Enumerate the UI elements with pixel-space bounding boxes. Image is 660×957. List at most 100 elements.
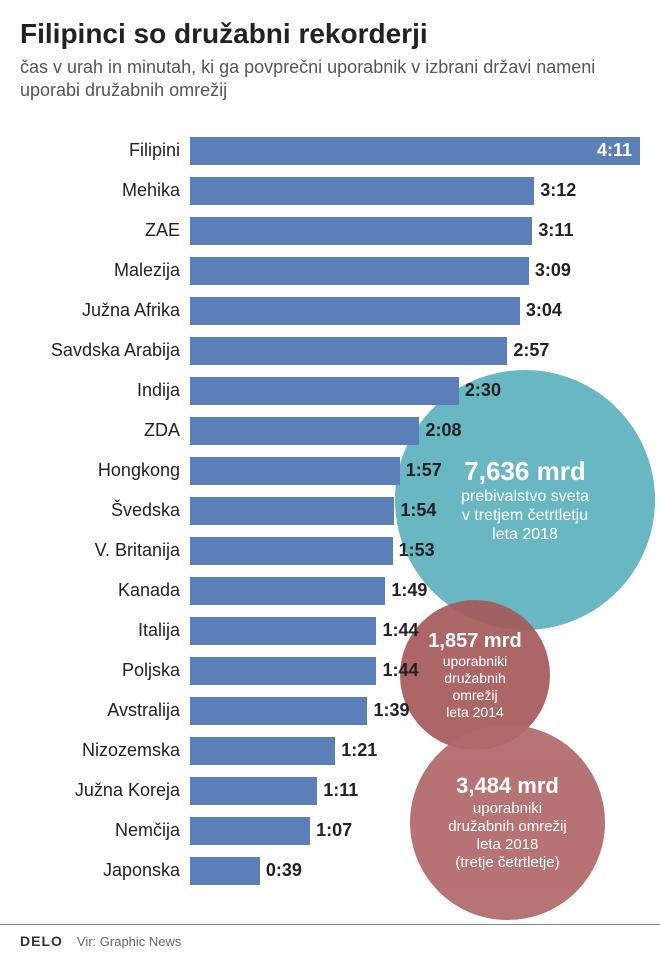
bar-wrap: 1:44 [190,617,640,645]
country-label: V. Britanija [20,540,190,561]
bar-value: 4:11 [597,140,632,161]
bar [190,577,385,605]
bar-value: 3:12 [540,180,576,201]
bar-wrap: 0:39 [190,857,640,885]
bar [190,697,367,725]
footer: DELO Vir: Graphic News [0,924,660,957]
bar-row: Japonska 0:39 [20,851,640,891]
bar-wrap: 3:12 [190,177,640,205]
bar-value: 1:07 [316,820,352,841]
bar [190,177,534,205]
bar-value: 1:53 [399,540,435,561]
bar-value: 1:57 [406,460,442,481]
bar-value: 1:39 [373,700,409,721]
country-label: Italija [20,620,190,641]
bar-row: Italija 1:44 [20,611,640,651]
bar-wrap: 2:57 [190,337,640,365]
bar-row: ZAE 3:11 [20,211,640,251]
bar-wrap: 1:57 [190,457,640,485]
bar-wrap: 2:30 [190,377,640,405]
country-label: Južna Koreja [20,780,190,801]
bar-row: Indija 2:30 [20,371,640,411]
bar-wrap: 3:11 [190,217,640,245]
country-label: Mehika [20,180,190,201]
chart-subtitle: čas v urah in minutah, ki ga povprečni u… [20,56,640,103]
bar-row: Nemčija 1:07 [20,811,640,851]
bar-value: 2:57 [513,340,549,361]
bar-wrap: 1:07 [190,817,640,845]
bar-wrap: 1:44 [190,657,640,685]
bar [190,857,260,885]
bar [190,777,317,805]
bar [190,657,376,685]
bar-value: 1:44 [382,660,418,681]
bar-row: Poljska 1:44 [20,651,640,691]
bar-value: 1:21 [341,740,377,761]
bar [190,537,393,565]
bar-row: Nizozemska 1:21 [20,731,640,771]
bar-row: Mehika 3:12 [20,171,640,211]
bar-wrap: 1:49 [190,577,640,605]
bar [190,417,419,445]
bar-row: Malezija 3:09 [20,251,640,291]
bar [190,497,394,525]
bar-row: Južna Afrika 3:04 [20,291,640,331]
country-label: Avstralija [20,700,190,721]
country-label: Nemčija [20,820,190,841]
chart-title: Filipinci so družabni rekorderji [20,18,640,50]
bar-wrap: 1:54 [190,497,640,525]
country-label: Indija [20,380,190,401]
country-label: Poljska [20,660,190,681]
bar-value: 1:49 [391,580,427,601]
bar-chart: Filipini 4:11 Mehika 3:12 ZAE 3:11 Malezija 3:0… [20,131,640,891]
bar-wrap: 1:39 [190,697,640,725]
bar-value: 3:04 [526,300,562,321]
bar-row: Filipini 4:11 [20,131,640,171]
bar-wrap: 1:11 [190,777,640,805]
bar-value: 1:11 [323,780,358,801]
publisher-logo: DELO [20,933,63,949]
bar-row: Savdska Arabija 2:57 [20,331,640,371]
country-label: ZAE [20,220,190,241]
country-label: Filipini [20,140,190,161]
bar-wrap: 1:53 [190,537,640,565]
bar-wrap: 1:21 [190,737,640,765]
bar [190,257,529,285]
bar-wrap: 2:08 [190,417,640,445]
bar [190,737,335,765]
bar-wrap: 3:04 [190,297,640,325]
bar: 4:11 [190,137,640,165]
country-label: Južna Afrika [20,300,190,321]
source-text: Vir: Graphic News [77,934,182,949]
bar-row: Kanada1:49 [20,571,640,611]
bar [190,377,459,405]
bar-value: 3:11 [538,220,573,241]
bar-row: Avstralija 1:39 [20,691,640,731]
country-label: Malezija [20,260,190,281]
bar-value: 2:08 [425,420,461,441]
country-label: Nizozemska [20,740,190,761]
bar-wrap: 3:09 [190,257,640,285]
bar-row: Hongkong 1:57 [20,451,640,491]
bar-value: 1:54 [400,500,436,521]
bar-value: 3:09 [535,260,571,281]
country-label: Savdska Arabija [20,340,190,361]
bar [190,457,400,485]
bar-row: Južna Koreja 1:11 [20,771,640,811]
bar [190,617,376,645]
bar-row: V. Britanija 1:53 [20,531,640,571]
bar-value: 2:30 [465,380,501,401]
country-label: Japonska [20,860,190,881]
bar [190,817,310,845]
bar-row: ZDA 2:08 [20,411,640,451]
bar [190,297,520,325]
bar-wrap: 4:11 [190,137,640,165]
bar [190,337,507,365]
country-label: ZDA [20,420,190,441]
bar [190,217,532,245]
country-label: Hongkong [20,460,190,481]
bar-value: 0:39 [266,860,302,881]
country-label: Švedska [20,500,190,521]
bar-value: 1:44 [382,620,418,641]
bar-row: Švedska 1:54 [20,491,640,531]
